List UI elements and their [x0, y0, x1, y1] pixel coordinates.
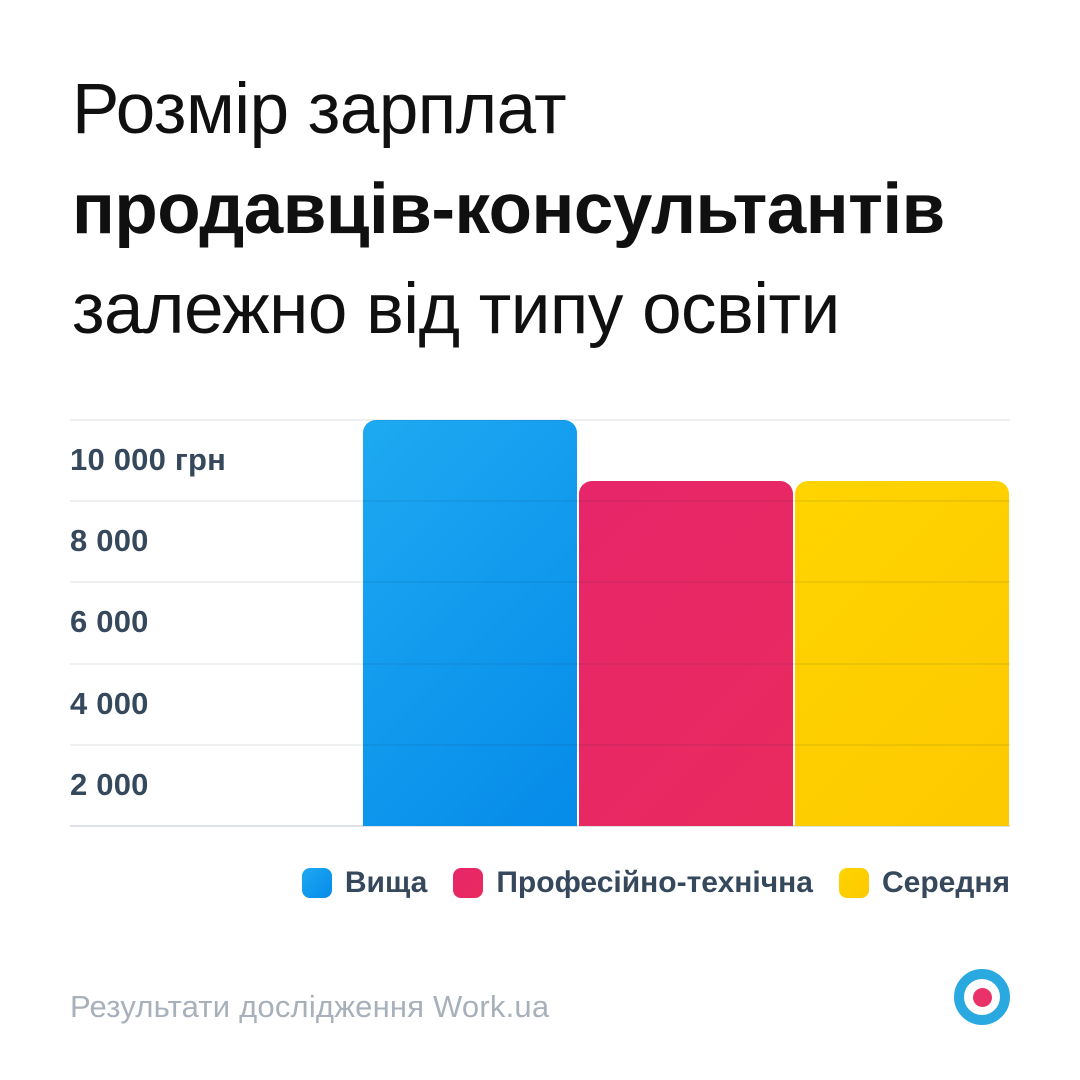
y-tick-label: 2 000	[70, 766, 149, 802]
workua-logo-dot	[972, 987, 992, 1007]
legend-label-proftech: Професійно-технічна	[496, 866, 813, 899]
bar-serednia	[795, 480, 1009, 826]
legend-swatch-serednia-icon	[838, 868, 869, 898]
y-tick-label: 10 000 грн	[70, 442, 227, 477]
bar-proftech	[579, 480, 793, 826]
legend-swatch-proftech-icon	[453, 868, 484, 898]
page-title: Розмір зарплат продавців-консультантів з…	[72, 60, 945, 360]
bar-chart-plot-area: 10 000 грн 8 000 6 000 4 000 2 000	[70, 419, 1010, 827]
y-tick-label: 8 000	[70, 523, 149, 559]
title-line-1: Розмір зарплат	[72, 70, 567, 149]
gridline-4000	[70, 662, 1010, 665]
gridline-0	[70, 825, 1010, 827]
gridline-10000	[70, 419, 1010, 421]
y-tick-label: 4 000	[70, 685, 149, 721]
legend-item-proftech: Професійно-технічна	[453, 866, 813, 900]
workua-logo-icon	[954, 969, 1010, 1025]
title-line-2: продавців-консультантів	[72, 170, 945, 249]
gridline-8000	[70, 500, 1010, 503]
legend-item-serednia: Середня	[838, 866, 1010, 900]
legend-item-vyshcha: Вища	[301, 866, 428, 900]
bar-vyshcha	[363, 420, 577, 826]
y-tick-label: 6 000	[70, 604, 149, 640]
gridline-6000	[70, 581, 1010, 584]
legend-label-serednia: Середня	[881, 866, 1010, 899]
title-line-3: залежно від типу освіти	[72, 270, 840, 349]
source-caption: Результати дослідження Work.ua	[70, 989, 550, 1024]
gridline-2000	[70, 743, 1010, 746]
legend-swatch-vyshcha-icon	[301, 868, 332, 898]
chart-legend: Вища Професійно-технічна Середня	[301, 866, 1010, 900]
legend-label-vyshcha: Вища	[344, 866, 428, 899]
